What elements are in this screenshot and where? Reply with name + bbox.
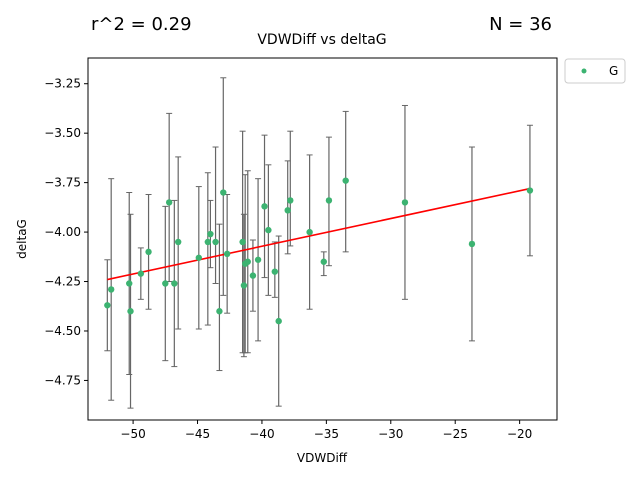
plot-area — [104, 77, 534, 409]
y-tick-label: −3.50 — [44, 126, 81, 140]
x-tick-label: −40 — [249, 427, 274, 441]
sample-count-text: N = 36 — [489, 14, 552, 35]
data-point — [207, 230, 214, 238]
data-point — [401, 199, 409, 206]
data-point — [216, 308, 223, 315]
data-point — [342, 177, 349, 184]
y-tick-label: −4.50 — [44, 324, 81, 338]
data-point — [320, 258, 327, 265]
x-tick-label: −50 — [120, 427, 145, 441]
data-point — [145, 248, 152, 256]
data-point — [127, 308, 134, 315]
r-squared-text: r^2 = 0.29 — [91, 14, 192, 35]
y-tick-label: −4.00 — [44, 225, 81, 239]
data-point — [239, 238, 246, 246]
data-point — [165, 199, 173, 206]
data-point — [261, 203, 268, 210]
data-point — [220, 189, 227, 196]
x-axis: −50 −45 −40 −35 −30 −25 −20 — [120, 420, 532, 441]
data-point — [287, 197, 294, 204]
data-point — [265, 226, 272, 234]
error-bar — [212, 146, 219, 285]
x-tick-label: −25 — [443, 427, 468, 441]
data-point — [244, 258, 251, 265]
data-point — [107, 286, 115, 293]
data-point — [104, 302, 111, 309]
x-tick-label: −45 — [185, 427, 210, 441]
data-point — [212, 238, 219, 246]
error-bar — [216, 223, 223, 372]
plot-frame — [87, 57, 558, 421]
x-tick-label: −20 — [507, 427, 532, 441]
y-tick-label: −3.75 — [44, 176, 81, 190]
y-axis: −4.75 −4.50 −4.25 −4.00 −3.75 −3.50 −3.25 — [44, 77, 88, 387]
y-tick-label: −3.25 — [44, 77, 81, 91]
data-point — [240, 282, 248, 289]
data-point — [137, 270, 145, 277]
y-axis-label: deltaG — [15, 219, 29, 259]
data-point — [195, 254, 203, 261]
data-point — [526, 187, 534, 194]
x-tick-label: −30 — [378, 427, 403, 441]
legend-label: G — [609, 64, 618, 78]
error-bar — [220, 77, 227, 296]
error-bar — [287, 130, 294, 247]
data-point — [254, 256, 262, 263]
data-point — [204, 238, 212, 246]
legend-marker — [581, 68, 587, 74]
y-tick-label: −4.25 — [44, 275, 81, 289]
data-point — [468, 240, 476, 248]
data-point — [271, 268, 279, 275]
x-axis-label: VDWDiff — [297, 451, 348, 465]
error-bar — [204, 172, 211, 326]
data-point — [126, 280, 133, 287]
chart-title: VDWDiff vs deltaG — [257, 32, 386, 48]
y-tick-label: −4.75 — [44, 373, 81, 387]
data-point — [284, 207, 291, 214]
data-point — [325, 197, 333, 204]
data-point — [306, 228, 313, 236]
data-point — [162, 280, 169, 287]
regression-line — [107, 187, 531, 281]
x-tick-label: −35 — [314, 427, 339, 441]
data-point — [174, 238, 182, 246]
data-point — [223, 250, 231, 258]
legend: G — [564, 58, 626, 84]
error-bar — [166, 112, 173, 283]
data-point — [249, 272, 257, 279]
data-point — [171, 280, 178, 287]
data-point — [275, 317, 282, 325]
legend-box — [564, 58, 626, 84]
